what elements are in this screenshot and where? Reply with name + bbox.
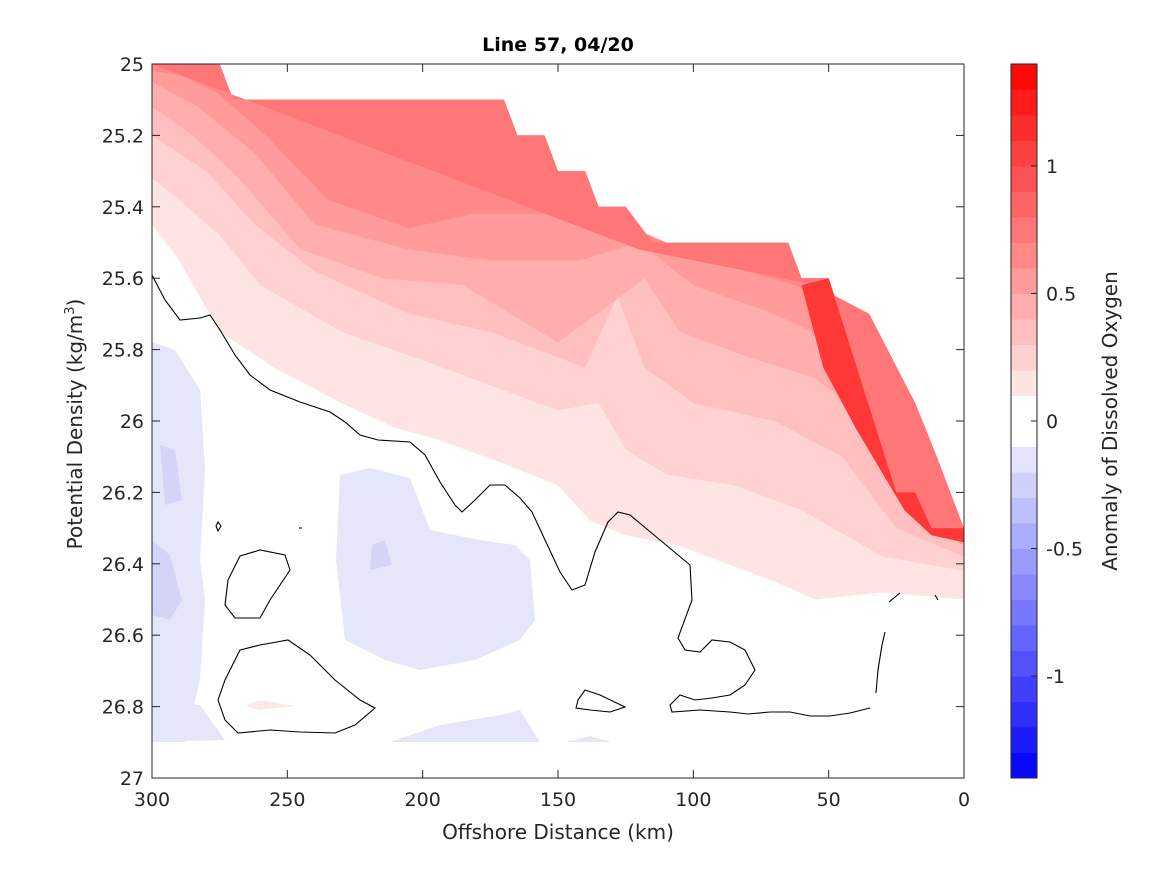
colorbar-level [1011, 191, 1037, 218]
positive-anomaly-band-6 [152, 64, 964, 532]
colorbar-level [1011, 421, 1037, 447]
zero-contour-east-2 [888, 592, 901, 603]
y-axis-label-main: Potential Density (kg/m [63, 315, 87, 550]
colorbar-level [1011, 625, 1037, 651]
colorbar-label: Anomaly of Dissolved Oxygen [1098, 271, 1122, 571]
zero-contour-speck-1 [215, 520, 222, 533]
y-axis-label: Potential Density (kg/m3) [63, 299, 87, 550]
low-oxygen-patch-bottom [390, 710, 540, 742]
x-tick-label: 0 [958, 789, 970, 811]
positive-anomaly-core [801, 278, 964, 543]
colorbar-tick-label: -0.5 [1046, 539, 1083, 561]
colorbar-level [1011, 497, 1037, 524]
y-tick-label: 25.8 [102, 340, 144, 362]
zero-contour-loop-small [575, 689, 627, 713]
y-tick-label: 25.2 [102, 125, 144, 147]
zero-contour-loop-lower [217, 639, 376, 734]
x-axis-label: Offshore Distance (km) [442, 820, 674, 844]
colorbar-level [1011, 370, 1037, 396]
low-oxygen-patch-west [152, 342, 205, 742]
colorbar-level [1011, 89, 1037, 116]
y-tick-label: 27 [120, 768, 144, 790]
colorbar-level [1011, 217, 1037, 243]
low-oxygen-patch-west-spot [160, 445, 182, 505]
x-tick-label: 250 [269, 789, 305, 811]
colorbar-level [1011, 727, 1037, 753]
colorbar-level [1011, 574, 1037, 600]
colorbar-level [1011, 472, 1037, 498]
chart-title: Line 57, 04/20 [482, 34, 634, 56]
zero-contour-east-1 [875, 631, 886, 694]
y-tick-label: 26.4 [102, 554, 144, 576]
colorbar-level [1011, 344, 1037, 371]
colorbar-level [1011, 599, 1037, 626]
colorbar-level [1011, 293, 1037, 320]
colorbar-level [1011, 166, 1037, 192]
colorbar-level [1011, 395, 1037, 422]
axes: 300 250 200 150 100 50 0 25 25.2 25.4 25.6 25.8 26 26… [102, 54, 970, 811]
colorbar-tick-label: -1 [1046, 666, 1065, 688]
x-tick-label: 50 [817, 789, 841, 811]
x-tick-label: 200 [405, 789, 441, 811]
low-oxygen-patch-bottom-east [565, 736, 612, 742]
colorbar-level [1011, 319, 1037, 345]
y-tick-label: 26.8 [102, 697, 144, 719]
colorbar-level [1011, 752, 1037, 779]
colorbar-level [1011, 115, 1037, 141]
colorbar-level [1011, 140, 1037, 167]
colorbar-level [1011, 650, 1037, 677]
zero-contour-loop-upper [224, 549, 291, 619]
low-oxygen-patch-central [336, 468, 535, 670]
colorbar-tick-label: 1 [1046, 156, 1058, 178]
low-oxygen-patch-central-spot [370, 540, 392, 570]
y-axis-label-close: ) [63, 299, 87, 307]
x-tick-label: 300 [134, 789, 170, 811]
y-tick-label: 26.2 [102, 482, 144, 504]
positive-anomaly-bands [152, 64, 964, 600]
y-tick-label: 25.6 [102, 268, 144, 290]
colorbar-tick-label: 0 [1046, 411, 1058, 433]
y-tick-label: 26 [120, 411, 144, 433]
colorbar-level [1011, 548, 1037, 575]
colorbar-level [1011, 242, 1037, 269]
colorbar-level [1011, 676, 1037, 702]
zero-contour-east-3 [934, 594, 939, 601]
x-tick-label: 150 [540, 789, 576, 811]
colorbar-level [1011, 64, 1037, 90]
y-tick-label: 26.6 [102, 625, 144, 647]
y-tick-label: 25.4 [102, 197, 144, 219]
x-tick-label: 100 [675, 789, 711, 811]
colorbar-level [1011, 701, 1037, 728]
anomaly-field [152, 64, 964, 742]
colorbar: 1 0.5 0 -0.5 -1 [1010, 63, 1083, 779]
colorbar-level [1011, 268, 1037, 294]
zero-contour-main [152, 274, 871, 717]
low-oxygen-patch-deep [152, 700, 225, 742]
negative-anomaly-layer [152, 342, 612, 742]
zero-contour-lines [152, 274, 939, 734]
colorbar-level [1011, 523, 1037, 549]
y-axis-label-superscript: 3 [63, 306, 78, 314]
low-oxygen-patch-west-core [152, 540, 182, 620]
colorbar-level [1011, 446, 1037, 473]
colorbar-tick-label: 0.5 [1046, 284, 1076, 306]
positive-anomaly-deep-sliver [245, 700, 295, 710]
y-tick-label: 25 [120, 54, 144, 76]
